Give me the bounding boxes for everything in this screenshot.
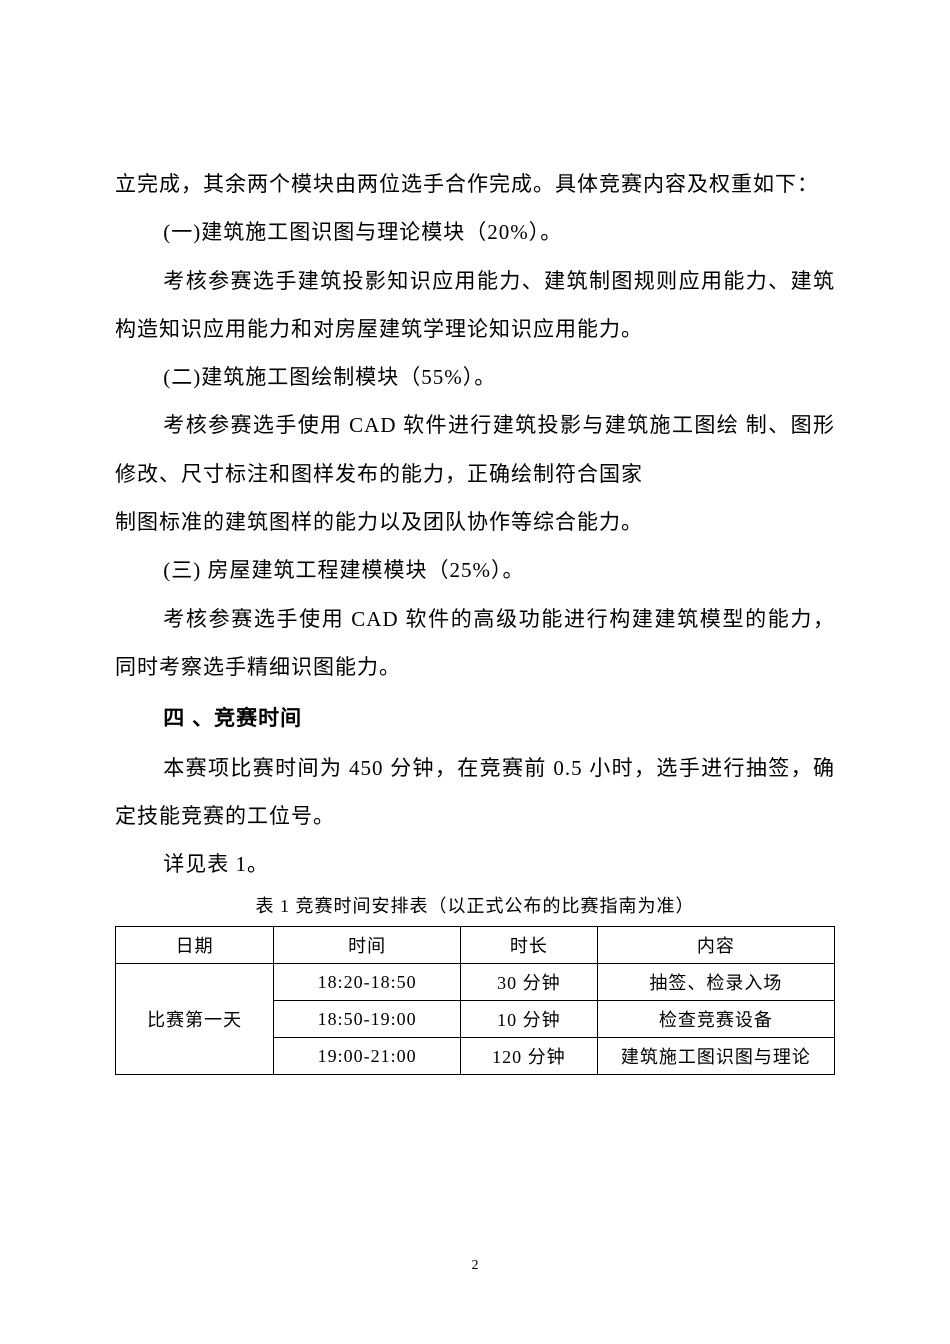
table-header-duration: 时长 — [461, 927, 598, 964]
subsection-heading-1: (一)建筑施工图识图与理论模块（20%）。 — [115, 208, 835, 256]
paragraph-continuation: 立完成，其余两个模块由两位选手合作完成。具体竞赛内容及权重如下： — [115, 160, 835, 208]
table-header-row: 日期 时间 时长 内容 — [116, 927, 835, 964]
paragraph-content-2a: 考核参赛选手使用 CAD 软件进行建筑投影与建筑施工图绘 制、图形修改、尺寸标注… — [115, 401, 835, 498]
paragraph-content-2b: 制图标准的建筑图样的能力以及团队协作等综合能力。 — [115, 498, 835, 546]
table-row: 比赛第一天 18:20-18:50 30 分钟 抽签、检录入场 — [116, 964, 835, 1001]
table-cell-duration: 10 分钟 — [461, 1001, 598, 1038]
table-cell-time: 18:50-19:00 — [274, 1001, 461, 1038]
table-cell-duration: 120 分钟 — [461, 1038, 598, 1075]
table-cell-content: 建筑施工图识图与理论 — [597, 1038, 834, 1075]
page-number: 2 — [0, 1258, 950, 1274]
subsection-heading-3: (三) 房屋建筑工程建模模块（25%）。 — [115, 546, 835, 594]
table-cell-day: 比赛第一天 — [116, 964, 274, 1075]
table-header-date: 日期 — [116, 927, 274, 964]
paragraph-content-1: 考核参赛选手建筑投影知识应用能力、建筑制图规则应用能力、建筑构造知识应用能力和对… — [115, 257, 835, 354]
table-cell-content: 抽签、检录入场 — [597, 964, 834, 1001]
table-cell-time: 19:00-21:00 — [274, 1038, 461, 1075]
table-cell-content: 检查竞赛设备 — [597, 1001, 834, 1038]
subsection-heading-2: (二)建筑施工图绘制模块（55%）。 — [115, 353, 835, 401]
table-cell-time: 18:20-18:50 — [274, 964, 461, 1001]
table-cell-duration: 30 分钟 — [461, 964, 598, 1001]
section-heading-4: 四 、竞赛时间 — [115, 695, 835, 743]
paragraph-content-3: 考核参赛选手使用 CAD 软件的高级功能进行构建建筑模型的能力， 同时考察选手精… — [115, 595, 835, 692]
paragraph-content-4: 本赛项比赛时间为 450 分钟，在竞赛前 0.5 小时，选手进行抽签，确定技能竞… — [115, 744, 835, 841]
table-caption: 表 1 竞赛时间安排表（以正式公布的比赛指南为准） — [115, 888, 835, 924]
table-header-content: 内容 — [597, 927, 834, 964]
schedule-table: 日期 时间 时长 内容 比赛第一天 18:20-18:50 30 分钟 抽签、检… — [115, 926, 835, 1075]
table-header-time: 时间 — [274, 927, 461, 964]
paragraph-content-5: 详见表 1。 — [115, 840, 835, 888]
